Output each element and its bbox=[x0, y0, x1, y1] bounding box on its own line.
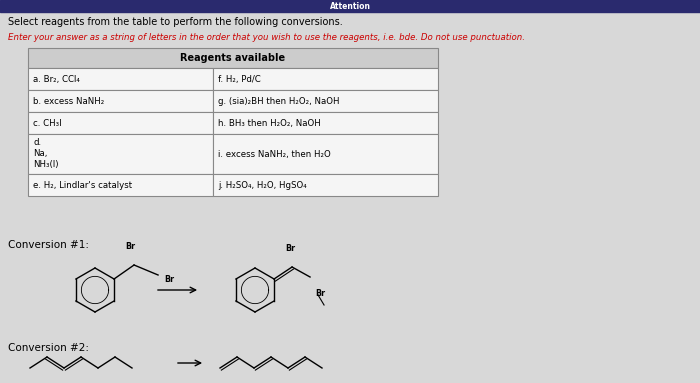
Text: i. excess NaNH₂, then H₂O: i. excess NaNH₂, then H₂O bbox=[218, 149, 330, 159]
Text: Br: Br bbox=[315, 289, 326, 298]
Bar bbox=[28, 68, 213, 90]
Bar bbox=[213, 112, 438, 134]
Text: j. H₂SO₄, H₂O, HgSO₄: j. H₂SO₄, H₂O, HgSO₄ bbox=[218, 180, 307, 190]
Text: f. H₂, Pd/C: f. H₂, Pd/C bbox=[218, 75, 260, 83]
Bar bbox=[28, 112, 213, 134]
Text: d.: d. bbox=[33, 137, 41, 147]
Text: h. BH₃ then H₂O₂, NaOH: h. BH₃ then H₂O₂, NaOH bbox=[218, 118, 321, 128]
Bar bbox=[0, 0, 700, 12]
Text: Conversion #2:: Conversion #2: bbox=[8, 343, 89, 353]
Text: Attention: Attention bbox=[330, 2, 370, 10]
Bar bbox=[28, 48, 438, 68]
Text: Select reagents from the table to perform the following conversions.: Select reagents from the table to perfor… bbox=[8, 17, 343, 27]
Text: Br: Br bbox=[285, 244, 295, 253]
Text: b. excess NaNH₂: b. excess NaNH₂ bbox=[33, 97, 104, 105]
Text: c. CH₃I: c. CH₃I bbox=[33, 118, 62, 128]
Text: Conversion #1:: Conversion #1: bbox=[8, 240, 89, 250]
Text: Br: Br bbox=[125, 242, 135, 251]
Text: e. H₂, Lindlar's catalyst: e. H₂, Lindlar's catalyst bbox=[33, 180, 132, 190]
Bar bbox=[213, 68, 438, 90]
Bar bbox=[28, 174, 213, 196]
Text: a. Br₂, CCl₄: a. Br₂, CCl₄ bbox=[33, 75, 80, 83]
Bar bbox=[213, 174, 438, 196]
Text: g. (sia)₂BH then H₂O₂, NaOH: g. (sia)₂BH then H₂O₂, NaOH bbox=[218, 97, 340, 105]
Bar bbox=[28, 134, 213, 174]
Text: Na,: Na, bbox=[33, 149, 48, 157]
Bar bbox=[213, 90, 438, 112]
Bar bbox=[213, 134, 438, 174]
Text: NH₃(l): NH₃(l) bbox=[33, 159, 59, 169]
Text: Enter your answer as a string of letters in the order that you wish to use the r: Enter your answer as a string of letters… bbox=[8, 33, 525, 41]
Bar bbox=[28, 90, 213, 112]
Text: Br: Br bbox=[164, 275, 174, 283]
Text: Reagents available: Reagents available bbox=[181, 53, 286, 63]
